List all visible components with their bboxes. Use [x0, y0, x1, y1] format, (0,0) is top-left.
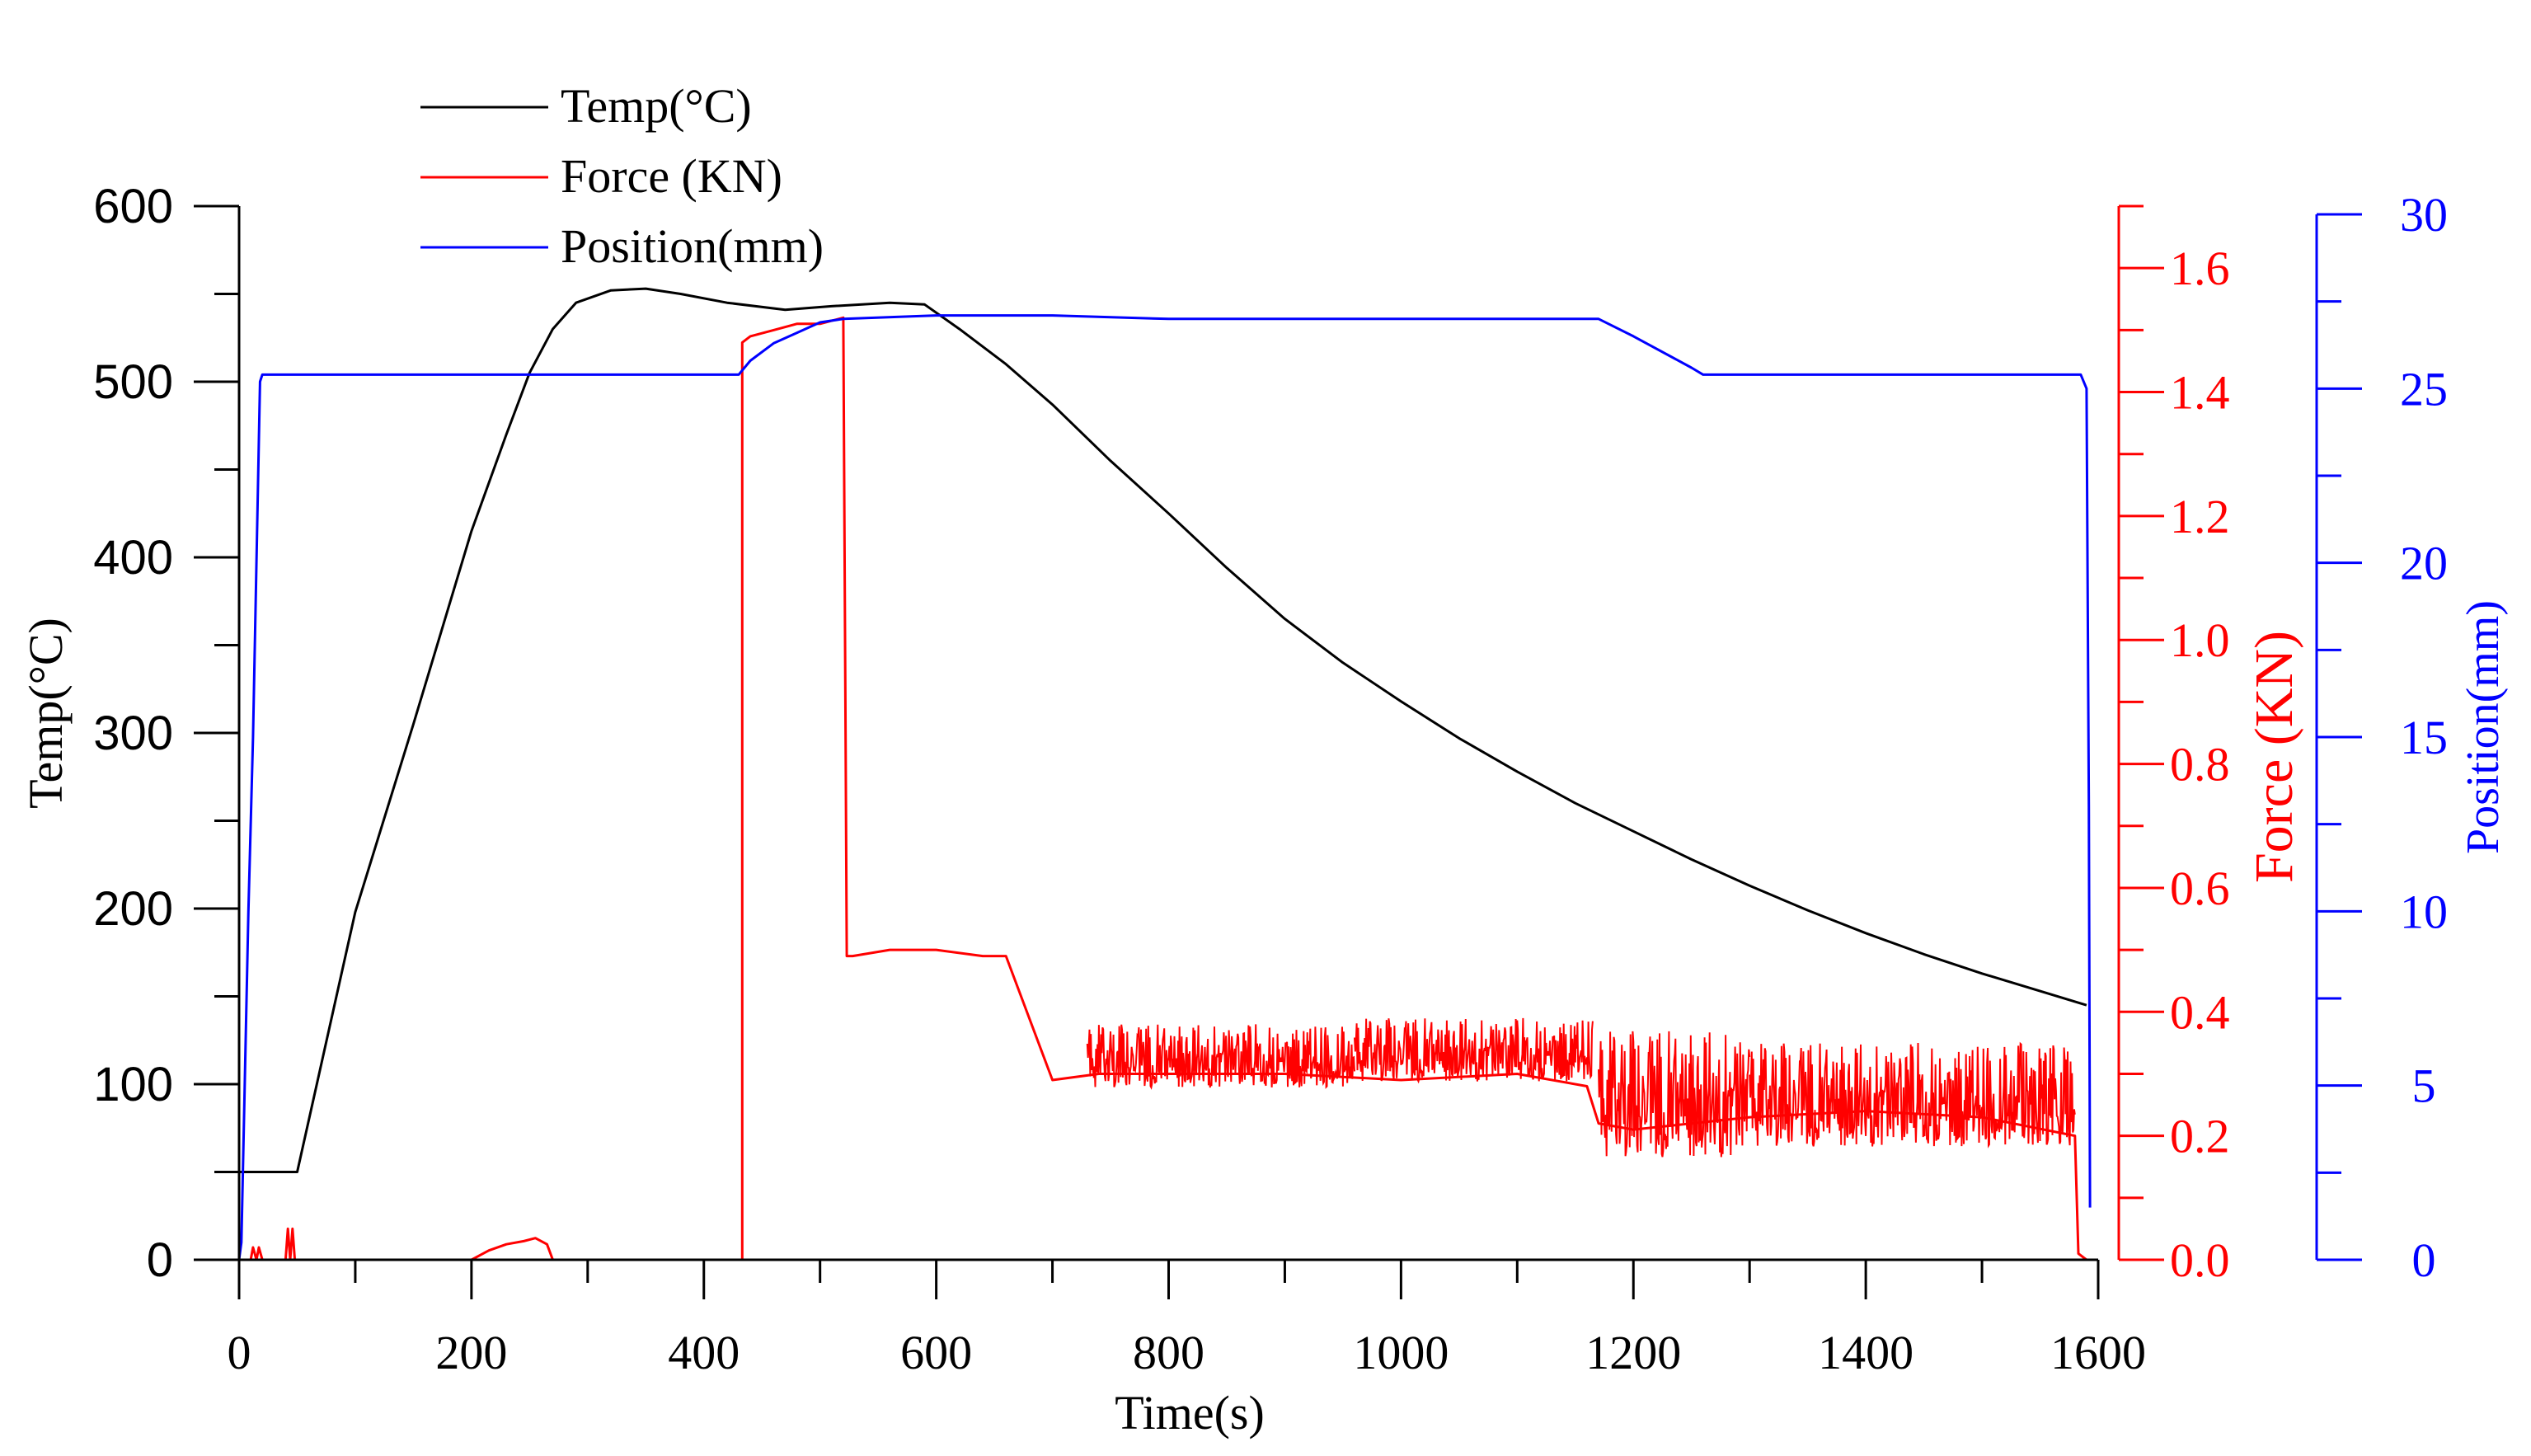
force-tick-label: 1.6 [2170, 242, 2230, 295]
position-tick-label: 20 [2400, 537, 2448, 590]
temp-tick-label: 400 [93, 531, 173, 585]
time-axis: 0 200 400 600 800 1000 1200 1400 1600 [228, 1258, 2146, 1379]
temp-tick-label: 0 [147, 1233, 173, 1287]
temp-tick-label: 600 [93, 180, 173, 233]
position-tick-label: 15 [2400, 711, 2448, 764]
time-tick-label: 400 [668, 1326, 740, 1379]
time-tick-label: 800 [1133, 1326, 1204, 1379]
position-tick-label: 5 [2412, 1059, 2436, 1113]
position-series-line [237, 314, 2092, 1261]
position-tick-label: 0 [2412, 1233, 2436, 1287]
temp-tick-label: 200 [93, 882, 173, 936]
plot-lines [237, 287, 2092, 1261]
time-tick-label: 1400 [1818, 1326, 1914, 1379]
temp-axis: 0 100 200 300 400 500 600 [93, 180, 241, 1287]
force-tick-label: 1.2 [2170, 490, 2230, 543]
temp-tick-label: 500 [93, 355, 173, 409]
force-noise-band [1749, 1041, 2076, 1148]
time-tick-label: 1200 [1585, 1326, 1681, 1379]
position-tick-label: 10 [2400, 885, 2448, 938]
time-tick-label: 200 [435, 1326, 507, 1379]
force-tick-label: 0.2 [2170, 1110, 2230, 1163]
force-noise-band [1598, 1031, 1751, 1158]
time-tick-label: 600 [900, 1326, 972, 1379]
position-tick-label: 25 [2400, 362, 2448, 416]
force-axis-label: Force (KN) [2244, 631, 2304, 883]
force-noise-band [1354, 1017, 1594, 1084]
legend-label: Force (KN) [561, 149, 782, 203]
time-tick-label: 1000 [1353, 1326, 1449, 1379]
position-axis-label: Position(mm) [2458, 600, 2509, 854]
force-axis: 0.0 0.2 0.4 0.6 0.8 1.0 1.2 1.4 1.6 [2117, 204, 2230, 1287]
legend-label: Position(mm) [561, 219, 824, 273]
temp-tick-label: 100 [93, 1058, 173, 1111]
force-series-line [471, 1237, 554, 1261]
force-noise-band [1086, 1024, 1355, 1090]
force-tick-label: 0.8 [2170, 738, 2230, 791]
legend: Temp(°C) Force (KN) Position(mm) [420, 79, 824, 273]
temp-tick-label: 300 [93, 707, 173, 760]
legend-label: Temp(°C) [561, 79, 752, 133]
temp-axis-label: Temp(°C) [19, 618, 73, 809]
force-tick-label: 0.6 [2170, 862, 2230, 915]
time-tick-label: 0 [228, 1326, 251, 1379]
force-series-line [740, 316, 2087, 1261]
force-series-line [239, 1227, 739, 1261]
force-tick-label: 0.0 [2170, 1233, 2230, 1287]
force-tick-label: 0.4 [2170, 985, 2230, 1039]
time-tick-label: 1600 [2050, 1326, 2146, 1379]
position-axis: 0 5 10 15 20 25 30 [2315, 188, 2448, 1287]
temp-series-line [239, 287, 2087, 1173]
x-axis-label: Time(s) [1115, 1386, 1265, 1440]
force-tick-label: 1.4 [2170, 366, 2230, 420]
position-tick-label: 30 [2400, 188, 2448, 242]
force-tick-label: 1.0 [2170, 613, 2230, 667]
